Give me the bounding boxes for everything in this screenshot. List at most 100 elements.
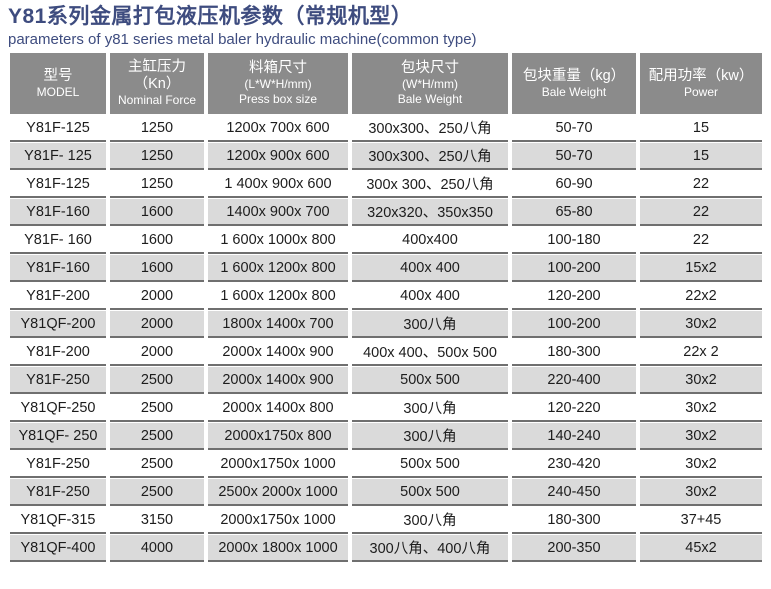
table-cell-nominal-force: 1600 [110,255,204,282]
header-label: (L*W*H/mm) [244,77,312,91]
table-cell-bale-weight: 140-240 [512,423,636,450]
table-row: Y81F-250 2500 2000x1750x 1000 500x 500 230-4… [10,451,762,478]
table-cell-press-box-size: 1200x 900x 600 [208,143,348,170]
header-cell-press-box-size: 料箱尺寸 (L*W*H/mm) Press box size [208,53,348,114]
table-cell-model: Y81F-160 [10,199,106,226]
table-cell-model: Y81F-160 [10,255,106,282]
table-row: Y81QF-315 3150 2000x1750x 1000 300八角 180-300… [10,507,762,534]
header-label: (W*H/mm) [402,77,458,91]
table-cell-press-box-size: 1200x 700x 600 [208,115,348,142]
table-cell-bale-size: 300八角 [352,311,508,338]
table-cell-nominal-force: 1600 [110,227,204,254]
table-cell-model: Y81F-250 [10,367,106,394]
header-cell-power: 配用功率（kw） Power [640,53,762,114]
table-row: Y81F-250 2500 2500x 2000x 1000 500x 500 240-… [10,479,762,506]
table-cell-power: 37+45 [640,507,762,534]
header-label: 包块重量（kg） [522,67,626,84]
table-cell-model: Y81F-250 [10,451,106,478]
table-cell-power: 22 [640,171,762,198]
table-row: Y81F- 125 1250 1200x 900x 600 300x300、250八角… [10,143,762,170]
table-cell-bale-weight: 230-420 [512,451,636,478]
header-label: Press box size [238,92,318,106]
table-cell-nominal-force: 2500 [110,367,204,394]
table-row: Y81QF-250 2500 2000x 1400x 800 300八角 120-220… [10,395,762,422]
table-cell-nominal-force: 1250 [110,115,204,142]
table-cell-bale-weight: 50-70 [512,143,636,170]
table-cell-power: 15 [640,143,762,170]
table-cell-nominal-force: 2500 [110,395,204,422]
table-cell-bale-weight: 180-300 [512,339,636,366]
table-cell-nominal-force: 2000 [110,311,204,338]
table-cell-press-box-size: 1 600x 1200x 800 [208,255,348,282]
table-cell-press-box-size: 2000x 1400x 900 [208,367,348,394]
table-cell-nominal-force: 2000 [110,283,204,310]
table-cell-press-box-size: 1800x 1400x 700 [208,311,348,338]
table-cell-model: Y81F-125 [10,171,106,198]
table-row: Y81F-200 2000 1 600x 1200x 800 400x 400 120-… [10,283,762,310]
page-title: Y81系列金属打包液压机参数（常规机型） [8,5,413,28]
table-cell-bale-weight: 100-200 [512,255,636,282]
table-cell-bale-weight: 65-80 [512,199,636,226]
table-cell-bale-weight: 220-400 [512,367,636,394]
header-label: MODEL [36,84,80,99]
spec-table: 型号 MODEL 主缸压力（Kn） Nominal Force 料箱尺寸 (L*W*H/m… [6,52,766,563]
table-cell-bale-size: 400x 400、500x 500 [352,339,508,366]
table-row: Y81F-200 2000 2000x 1400x 900 400x 400、500x… [10,339,762,366]
table-cell-power: 30x2 [640,367,762,394]
table-cell-press-box-size: 2000x 1800x 1000 [208,535,348,562]
header-cell-bale-weight: 包块重量（kg） Bale Weight [512,53,636,114]
table-cell-power: 15 [640,115,762,142]
table-cell-model: Y81F-250 [10,479,106,506]
table-cell-press-box-size: 2000x1750x 1000 [208,507,348,534]
table-cell-press-box-size: 1 600x 1200x 800 [208,283,348,310]
table-cell-bale-size: 300x 300、250八角 [352,171,508,198]
table-cell-press-box-size: 2000x1750x 1000 [208,451,348,478]
table-cell-power: 22x2 [640,283,762,310]
table-cell-bale-size: 400x 400 [352,255,508,282]
table-cell-nominal-force: 1600 [110,199,204,226]
header-row: 型号 MODEL 主缸压力（Kn） Nominal Force 料箱尺寸 (L*W*H/m… [10,53,762,114]
table-cell-nominal-force: 4000 [110,535,204,562]
table-cell-press-box-size: 2000x 1400x 900 [208,339,348,366]
table-cell-model: Y81F-125 [10,115,106,142]
table-cell-nominal-force: 1250 [110,171,204,198]
header-label: Bale Weight [541,84,607,99]
table-cell-bale-size: 300x300、250八角 [352,143,508,170]
table-cell-bale-weight: 60-90 [512,171,636,198]
table-cell-model: Y81F-200 [10,283,106,310]
header-label: 配用功率（kw） [648,67,754,84]
table-cell-bale-size: 500x 500 [352,367,508,394]
table-cell-bale-weight: 100-200 [512,311,636,338]
table-cell-model: Y81F-200 [10,339,106,366]
table-cell-bale-weight: 120-220 [512,395,636,422]
header-label: Bale Weight [397,92,463,106]
table-row: Y81F-250 2500 2000x 1400x 900 500x 500 220-4… [10,367,762,394]
table-row: Y81F-125 1250 1200x 700x 600 300x300、250八角 5… [10,115,762,142]
header-label: 主缸压力（Kn） [128,59,186,92]
header-label: 包块尺寸 [401,60,459,76]
table-cell-model: Y81QF-315 [10,507,106,534]
table-cell-power: 30x2 [640,311,762,338]
table-cell-power: 22 [640,199,762,226]
table-cell-power: 30x2 [640,395,762,422]
header-cell-nominal-force: 主缸压力（Kn） Nominal Force [110,53,204,114]
header-cell-bale-size: 包块尺寸 (W*H/mm) Bale Weight [352,53,508,114]
table-cell-bale-weight: 180-300 [512,507,636,534]
table-cell-press-box-size: 1 400x 900x 600 [208,171,348,198]
table-row: Y81QF-400 4000 2000x 1800x 1000 300八角、400八角… [10,535,762,562]
table-cell-bale-size: 400x400 [352,227,508,254]
table-cell-bale-size: 320x320、350x350 [352,199,508,226]
table-cell-model: Y81QF- 250 [10,423,106,450]
table-cell-press-box-size: 1400x 900x 700 [208,199,348,226]
table-cell-power: 22 [640,227,762,254]
table-cell-model: Y81QF-200 [10,311,106,338]
table-cell-bale-weight: 200-350 [512,535,636,562]
table-cell-nominal-force: 1250 [110,143,204,170]
table-cell-model: Y81QF-400 [10,535,106,562]
table-cell-power: 45x2 [640,535,762,562]
table-cell-press-box-size: 2000x1750x 800 [208,423,348,450]
table-cell-model: Y81F- 160 [10,227,106,254]
header-label: 料箱尺寸 [249,60,307,76]
header-label: Nominal Force [117,93,197,107]
